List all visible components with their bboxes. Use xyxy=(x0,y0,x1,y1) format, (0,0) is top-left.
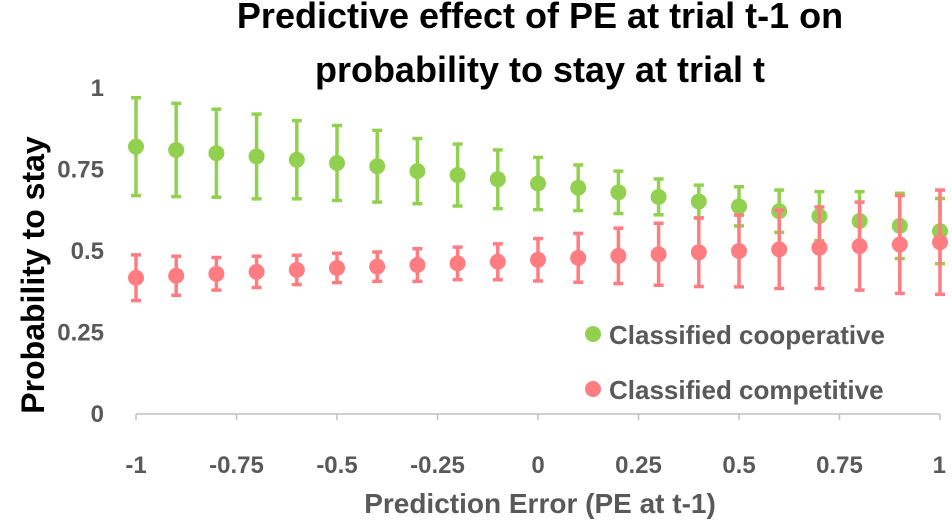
data-point xyxy=(248,263,265,280)
data-point xyxy=(731,198,747,215)
data-point xyxy=(248,148,265,165)
data-point xyxy=(288,261,305,278)
data-point xyxy=(650,188,667,205)
data-point xyxy=(329,259,345,276)
x-tick-label: -1 xyxy=(125,452,146,479)
x-tick-label: -0.25 xyxy=(410,452,465,479)
data-point xyxy=(369,158,386,175)
series-1 xyxy=(128,188,948,303)
data-point xyxy=(570,179,587,196)
x-tick-label: -0.75 xyxy=(209,452,264,479)
data-point xyxy=(369,258,386,275)
y-tick-label: 0 xyxy=(91,401,104,428)
data-point xyxy=(489,253,506,270)
data-point xyxy=(610,247,627,264)
y-tick-label: 1 xyxy=(91,75,104,102)
data-point xyxy=(128,138,144,155)
data-point xyxy=(851,238,868,255)
legend-marker-competitive xyxy=(585,381,601,397)
chart-title-line-1: Predictive effect of PE at trial t-1 on xyxy=(237,0,843,36)
data-point xyxy=(128,269,144,286)
x-tick-label: 0 xyxy=(531,452,544,479)
data-point xyxy=(530,175,546,192)
data-point xyxy=(329,154,345,171)
data-point xyxy=(650,246,667,263)
y-tick-label: 0.5 xyxy=(71,238,104,265)
x-tick-label: -0.5 xyxy=(316,452,357,479)
data-point xyxy=(530,251,546,268)
legend: Classified cooperative Classified compet… xyxy=(585,320,885,405)
y-axis-label: Probability to stay xyxy=(15,136,51,414)
data-point xyxy=(168,141,185,158)
data-point xyxy=(449,167,466,184)
x-tick-label: 0.5 xyxy=(722,452,755,479)
data-point xyxy=(771,241,788,258)
legend-marker-cooperative xyxy=(585,326,601,342)
data-point xyxy=(610,184,627,201)
data-point xyxy=(570,249,587,266)
y-tick-label: 0.75 xyxy=(57,157,104,184)
y-tick-labels: 0 0.25 0.5 0.75 1 xyxy=(57,75,104,428)
y-tick-label: 0.25 xyxy=(57,320,104,347)
x-tick-label: 0.75 xyxy=(816,452,863,479)
x-axis-label: Prediction Error (PE at t-1) xyxy=(364,488,716,519)
data-point xyxy=(690,193,707,210)
data-point xyxy=(409,163,426,180)
data-point xyxy=(690,244,707,261)
data-point xyxy=(409,257,426,274)
data-point xyxy=(168,267,185,284)
data-point xyxy=(489,171,506,188)
legend-label-cooperative: Classified cooperative xyxy=(609,320,885,350)
data-point xyxy=(288,151,305,168)
data-point xyxy=(811,239,828,256)
x-tick-label: 1 xyxy=(933,452,946,479)
data-point xyxy=(449,255,466,272)
data-point xyxy=(208,265,225,282)
x-tick-label: 0.25 xyxy=(615,452,662,479)
data-point xyxy=(932,234,948,251)
data-point xyxy=(208,145,225,162)
legend-label-competitive: Classified competitive xyxy=(609,375,884,405)
data-point xyxy=(731,243,747,259)
axes xyxy=(135,413,941,420)
data-point xyxy=(891,236,908,253)
plot-series xyxy=(128,96,948,303)
x-tick-labels: -1 -0.75 -0.5 -0.25 0 0.25 0.5 0.75 1 xyxy=(125,452,946,479)
chart-title-line-2: probability to stay at trial t xyxy=(315,49,765,90)
